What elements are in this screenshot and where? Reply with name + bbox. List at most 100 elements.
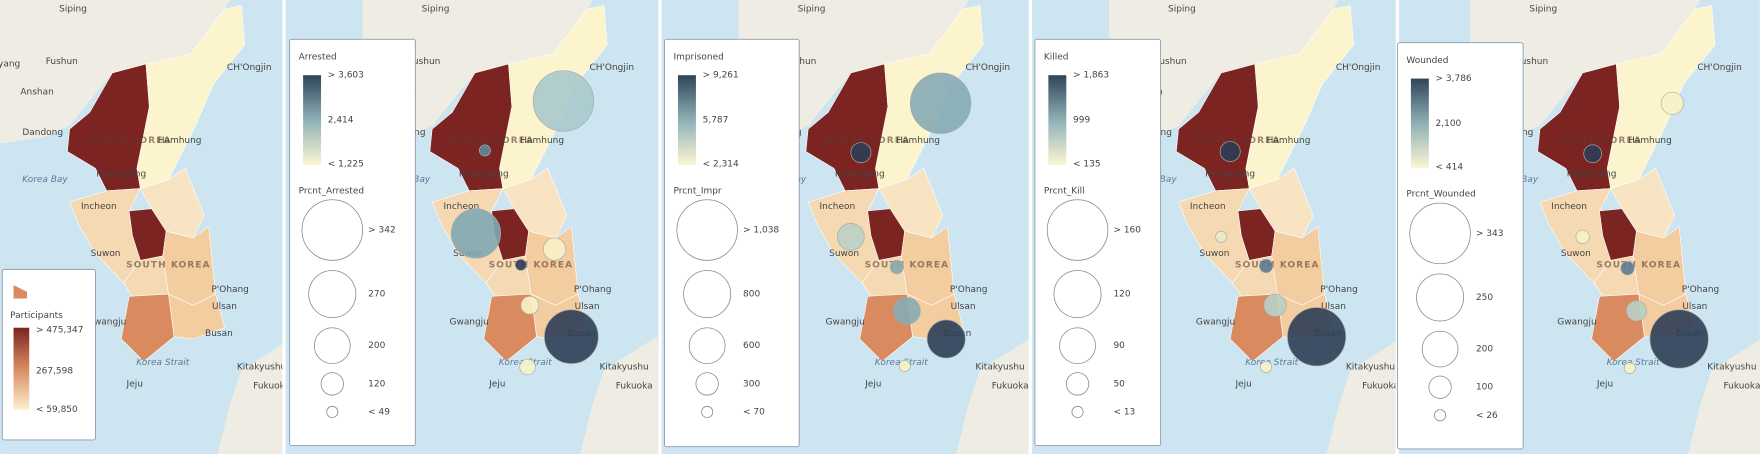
ramp-label: 5,787 — [703, 116, 729, 126]
place-label: Siping — [422, 4, 450, 14]
place-label: Gwangju — [826, 318, 865, 328]
place-label: SOUTH KOREA — [126, 260, 211, 270]
map-bubble — [478, 144, 491, 157]
place-label: Ulsan — [1682, 302, 1707, 312]
place-label: Incheon — [444, 202, 480, 212]
size-title: Prcnt_Wounded — [1406, 190, 1475, 200]
place-label: Pyongyang — [96, 169, 146, 179]
size-label: < 13 — [1113, 407, 1135, 417]
place-label: Incheon — [81, 202, 117, 212]
place-label: Incheon — [820, 202, 856, 212]
place-label: P'Ohang — [574, 285, 611, 295]
place-label: Fukuoka — [1723, 382, 1760, 392]
size-label: 200 — [368, 341, 385, 351]
map-bubble — [450, 208, 501, 259]
size-label: > 342 — [368, 226, 395, 236]
color-ramp — [13, 327, 30, 410]
place-label: Ulsan — [951, 302, 976, 312]
map-bubble — [837, 223, 865, 251]
place-label: Incheon — [1190, 202, 1226, 212]
ramp-label: 2,100 — [1436, 119, 1462, 129]
place-label: Suwon — [829, 249, 859, 259]
size-label: < 49 — [368, 407, 390, 417]
size-label: 250 — [1476, 293, 1493, 303]
legend-title: Arrested — [299, 53, 337, 63]
map-bubble — [898, 359, 911, 372]
size-label: 90 — [1113, 341, 1125, 351]
place-label: SOUTH KOREA — [865, 260, 950, 270]
size-title: Prcnt_Kill — [1044, 186, 1085, 196]
size-symbol — [1428, 375, 1452, 399]
ramp-label: < 135 — [1073, 159, 1100, 169]
place-label: Jeju — [864, 379, 881, 389]
map-bubble — [542, 237, 567, 261]
map-bubble — [926, 319, 966, 359]
place-label: Pyongyang — [459, 169, 509, 179]
place-label: CH'Ongjin — [965, 63, 1010, 73]
place-label: NORTH KOREA — [1196, 136, 1281, 146]
place-label: SOUTH KOREA — [1235, 260, 1320, 270]
place-label: SOUTH KOREA — [489, 260, 574, 270]
map-bubble — [1259, 258, 1274, 274]
size-symbol — [1059, 327, 1096, 365]
place-label: CH'Ongjin — [227, 63, 272, 73]
place-label: Jeju — [1234, 379, 1251, 389]
map-bubble — [909, 72, 972, 134]
place-label: Siping — [1168, 4, 1196, 14]
place-label: Gwangju — [450, 318, 489, 328]
ramp-label: 999 — [1073, 116, 1090, 126]
size-symbol — [688, 327, 726, 365]
map-bubble — [532, 70, 595, 132]
place-label: CH'Ongjin — [1336, 63, 1381, 73]
place-label: Suwon — [1561, 249, 1591, 259]
place-label: Fukuoka — [253, 382, 290, 392]
place-label: Hamhung — [1267, 136, 1311, 146]
place-label: Pyongyang — [835, 169, 885, 179]
size-title: Prcnt_Impr — [673, 186, 721, 196]
size-symbol — [1416, 273, 1465, 322]
place-label: Korea Bay — [22, 175, 68, 185]
size-symbol — [676, 199, 738, 261]
map-bubble — [1649, 309, 1709, 369]
place-label: Korea Strait — [1245, 358, 1298, 368]
place-label: Jeju — [1596, 379, 1613, 389]
place-label: Dandong — [22, 128, 63, 138]
size-symbol — [1065, 372, 1090, 396]
place-label: P'Ohang — [950, 285, 987, 295]
place-label: Fushun — [408, 57, 440, 67]
place-label: Hamhung — [1628, 136, 1672, 146]
place-label: NORTH KOREA — [87, 136, 172, 146]
map-bubble — [1583, 144, 1603, 164]
size-symbol — [1409, 202, 1471, 265]
size-label: 100 — [1476, 383, 1493, 393]
place-label: Pyongyang — [1205, 169, 1255, 179]
place-label: Fushun — [1155, 57, 1187, 67]
size-symbol — [1434, 409, 1447, 422]
place-label: Siping — [798, 4, 826, 14]
size-symbol — [1046, 199, 1109, 261]
place-label: Fukuoka — [1362, 382, 1399, 392]
size-label: 120 — [368, 379, 385, 389]
place-label: Hamhung — [896, 136, 940, 146]
place-label: Korea Strait — [1607, 358, 1660, 368]
map-bubble — [544, 309, 599, 364]
ramp-label: < 1,225 — [328, 159, 364, 169]
size-symbol — [308, 270, 357, 319]
ramp-label: > 3,786 — [1436, 74, 1472, 84]
place-label: Siping — [59, 4, 87, 14]
map-bubble — [514, 258, 527, 271]
place-label: Siping — [1529, 4, 1557, 14]
size-label: > 343 — [1476, 229, 1503, 239]
place-label: Gwangju — [87, 318, 126, 328]
color-ramp — [303, 75, 322, 165]
size-label: 300 — [743, 379, 760, 389]
legend-title: Wounded — [1406, 56, 1448, 66]
size-symbol — [701, 405, 714, 418]
place-label: Gwangju — [1557, 318, 1596, 328]
place-label: Suwon — [1200, 249, 1230, 259]
place-label: Gwangju — [1196, 318, 1235, 328]
place-label: Jeju — [126, 379, 143, 389]
place-label: Fushun — [46, 57, 78, 67]
ramp-label: < 59,850 — [36, 405, 78, 415]
